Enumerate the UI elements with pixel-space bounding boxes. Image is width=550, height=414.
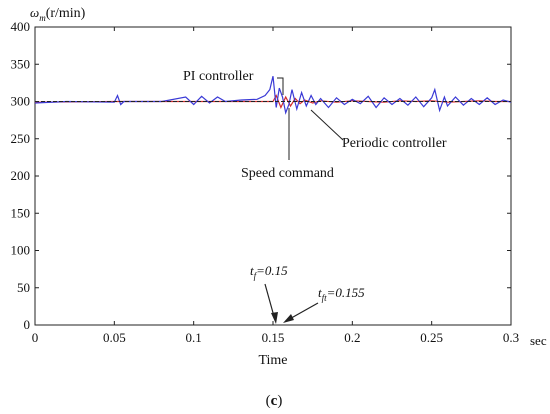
y-tick-label: 300 bbox=[11, 94, 31, 109]
series-layer bbox=[34, 76, 512, 115]
x-ticks: 0 0.05 0.1 0.15 0.2 0.25 0.3 bbox=[32, 27, 519, 345]
y-tick-label: 100 bbox=[11, 243, 31, 258]
series-line-periodic-controller bbox=[34, 94, 511, 110]
y-axis-label: ωm(r/min) bbox=[30, 5, 86, 23]
annotation-pi-leader bbox=[277, 77, 284, 95]
x-tick-label: 0.2 bbox=[344, 330, 360, 345]
marker-tft-label: tft=0.155 bbox=[318, 285, 365, 303]
x-tick-label: 0.1 bbox=[186, 330, 202, 345]
y-tick-label: 350 bbox=[11, 56, 31, 71]
y-tick-label: 250 bbox=[11, 131, 31, 146]
y-tick-label: 0 bbox=[24, 317, 31, 332]
annotation-speed-command: Speed command bbox=[241, 166, 334, 181]
y-tick-label: 400 bbox=[11, 19, 31, 34]
x-axis-label: Time bbox=[258, 353, 287, 368]
panel-label: (c) bbox=[266, 393, 283, 409]
y-tick-label: 50 bbox=[17, 280, 30, 295]
annotation-periodic-leader bbox=[310, 109, 344, 141]
series-line-pi-controller bbox=[34, 76, 512, 115]
y-tick-label: 150 bbox=[11, 205, 31, 220]
y-tick-label: 200 bbox=[11, 168, 31, 183]
annotation-periodic-controller: Periodic controller bbox=[342, 136, 447, 151]
y-ticks: 0 50 100 150 200 250 300 350 400 bbox=[11, 19, 511, 332]
marker-tf-label: tf=0.15 bbox=[250, 263, 288, 281]
marker-tft-arrowhead bbox=[283, 314, 294, 323]
x-tick-label: 0.25 bbox=[420, 330, 443, 345]
x-tick-label: 0.05 bbox=[103, 330, 126, 345]
x-axis-unit: sec bbox=[530, 333, 547, 348]
x-tick-label: 0.15 bbox=[262, 330, 285, 345]
x-tick-label: 0.3 bbox=[503, 330, 519, 345]
marker-tf-arrowhead bbox=[271, 312, 278, 324]
x-tick-label: 0 bbox=[32, 330, 39, 345]
annotation-pi-controller: PI controller bbox=[183, 69, 254, 84]
